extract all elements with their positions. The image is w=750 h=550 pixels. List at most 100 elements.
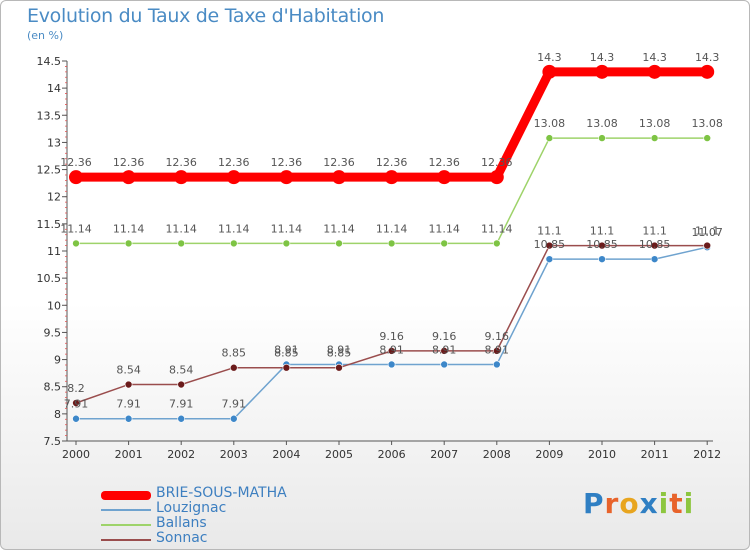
data-label: 13.08 bbox=[639, 117, 671, 130]
data-point bbox=[492, 239, 501, 248]
data-point bbox=[492, 347, 501, 355]
data-label: 13.08 bbox=[691, 117, 723, 130]
x-tick-label: 2002 bbox=[167, 448, 195, 461]
data-label: 11.14 bbox=[60, 222, 92, 235]
legend-label: Sonnac bbox=[156, 530, 208, 546]
data-label: 12.36 bbox=[376, 156, 408, 169]
data-label: 9.16 bbox=[379, 330, 404, 343]
data-point bbox=[545, 255, 554, 263]
y-tick-label: 8 bbox=[54, 408, 61, 421]
data-label: 12.36 bbox=[428, 156, 460, 169]
legend-label: Louzignac bbox=[156, 500, 227, 516]
x-tick-label: 2003 bbox=[220, 448, 248, 461]
x-tick-label: 2007 bbox=[430, 448, 458, 461]
data-point bbox=[124, 380, 133, 389]
legend-swatch bbox=[101, 491, 151, 500]
data-point bbox=[332, 170, 346, 185]
data-point bbox=[650, 241, 659, 250]
data-label: 12.36 bbox=[481, 156, 513, 169]
y-tick-label: 13.5 bbox=[37, 109, 62, 122]
data-point bbox=[335, 363, 343, 372]
data-point bbox=[440, 360, 449, 369]
data-point bbox=[700, 64, 715, 79]
data-label: 8.85 bbox=[222, 347, 247, 360]
x-tick-label: 2005 bbox=[325, 448, 353, 461]
data-label: 8.91 bbox=[485, 343, 510, 356]
data-label: 8.91 bbox=[379, 343, 404, 356]
y-tick-label: 12.5 bbox=[37, 164, 62, 177]
data-label: 12.36 bbox=[113, 156, 145, 169]
x-tick-label: 2012 bbox=[693, 448, 721, 461]
data-point bbox=[384, 170, 399, 185]
data-point bbox=[595, 64, 609, 79]
data-label: 9.16 bbox=[432, 330, 457, 343]
data-label: 14.3 bbox=[642, 51, 667, 64]
data-point bbox=[650, 134, 659, 142]
data-label: 7.91 bbox=[169, 398, 194, 411]
y-tick-label: 7.5 bbox=[44, 435, 62, 448]
data-label: 10.85 bbox=[534, 238, 566, 251]
y-tick-label: 13 bbox=[47, 136, 61, 149]
data-point bbox=[282, 239, 291, 248]
y-tick-label: 10 bbox=[47, 299, 61, 312]
data-label: 11.14 bbox=[271, 222, 303, 235]
y-tick-label: 8.5 bbox=[44, 381, 62, 394]
data-point bbox=[230, 363, 238, 372]
data-point bbox=[177, 239, 185, 248]
data-label: 11.1 bbox=[695, 225, 720, 238]
data-label: 12.36 bbox=[60, 156, 92, 169]
data-label: 14.3 bbox=[695, 51, 720, 64]
y-tick-label: 11 bbox=[47, 245, 61, 258]
data-point bbox=[647, 64, 662, 79]
data-point bbox=[282, 363, 291, 372]
data-point bbox=[492, 360, 501, 369]
legend-swatch bbox=[101, 509, 151, 511]
data-point bbox=[542, 64, 557, 79]
y-tick-label: 12 bbox=[47, 191, 61, 204]
data-label: 11.14 bbox=[428, 222, 460, 235]
data-label: 10.85 bbox=[586, 238, 618, 251]
data-label: 11.14 bbox=[376, 222, 408, 235]
x-tick-label: 2010 bbox=[588, 448, 616, 461]
data-label: 8.91 bbox=[432, 343, 457, 356]
data-label: 8.54 bbox=[116, 364, 141, 377]
data-point bbox=[387, 239, 396, 248]
x-tick-label: 2009 bbox=[535, 448, 563, 461]
data-label: 13.08 bbox=[534, 117, 566, 130]
data-point bbox=[279, 170, 294, 185]
data-label: 11.1 bbox=[590, 225, 615, 238]
data-point bbox=[174, 170, 189, 185]
data-label: 14.3 bbox=[537, 51, 562, 64]
y-tick-label: 9.5 bbox=[44, 326, 62, 339]
brand-text: Proxiti bbox=[583, 487, 695, 520]
y-unit-label: (en %) bbox=[27, 29, 64, 42]
data-label: 13.08 bbox=[586, 117, 618, 130]
data-point bbox=[437, 170, 452, 185]
data-point bbox=[703, 241, 712, 250]
data-point bbox=[72, 399, 80, 407]
data-point bbox=[124, 239, 133, 248]
data-point bbox=[69, 170, 83, 185]
data-label: 11.14 bbox=[218, 222, 250, 235]
data-point bbox=[72, 239, 80, 248]
data-label: 7.91 bbox=[64, 398, 89, 411]
legend-label: BRIE-SOUS-MATHA bbox=[156, 485, 287, 501]
y-tick-label: 9 bbox=[54, 354, 61, 367]
legend-swatch bbox=[101, 524, 151, 526]
data-label: 7.91 bbox=[116, 398, 141, 411]
y-tick-label: 14.5 bbox=[37, 55, 62, 68]
x-tick-label: 2001 bbox=[115, 448, 143, 461]
x-tick-label: 2004 bbox=[272, 448, 300, 461]
data-point bbox=[177, 414, 185, 423]
data-label: 8.91 bbox=[327, 343, 352, 356]
data-label: 12.36 bbox=[323, 156, 355, 169]
series-line-sonnac bbox=[75, 244, 708, 404]
data-point bbox=[598, 255, 606, 263]
data-label: 11.14 bbox=[113, 222, 145, 235]
data-label: 8.91 bbox=[274, 343, 299, 356]
data-point bbox=[440, 239, 449, 248]
data-point bbox=[387, 360, 396, 369]
x-tick-label: 2000 bbox=[62, 448, 90, 461]
data-point bbox=[545, 134, 554, 142]
data-label: 12.36 bbox=[165, 156, 197, 169]
